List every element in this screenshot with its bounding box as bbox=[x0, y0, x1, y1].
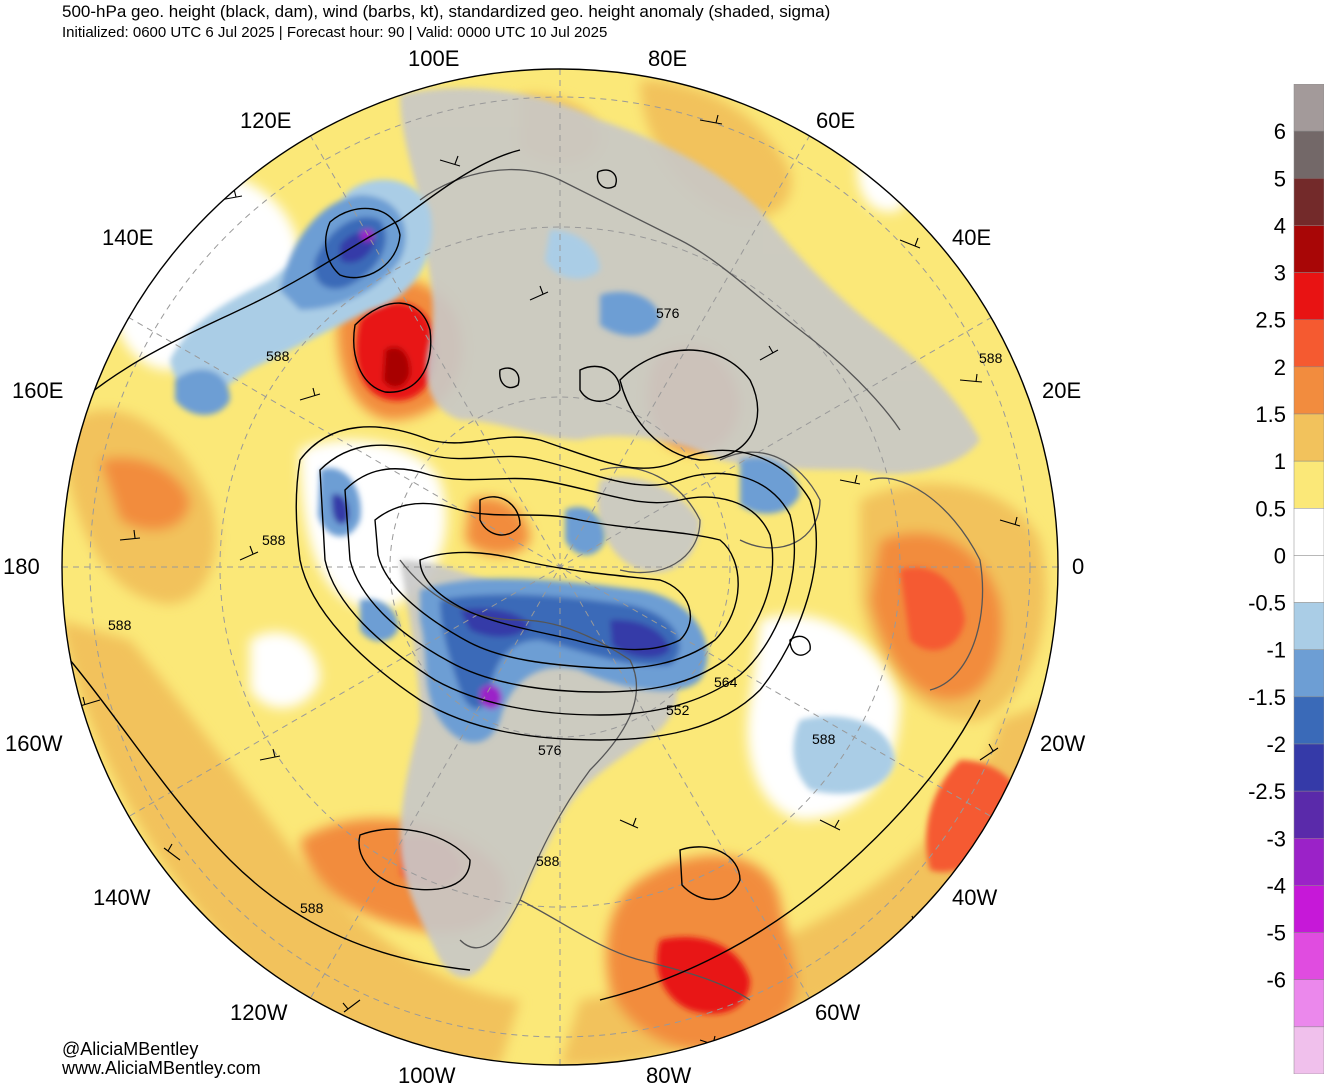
colorbar-tick-label: -2.5 bbox=[1248, 779, 1286, 804]
longitude-label: 160E bbox=[12, 378, 64, 403]
colorbar-swatch bbox=[1293, 413, 1324, 462]
colorbar-tick-label: 1 bbox=[1274, 449, 1286, 474]
credits: @AliciaMBentley www.AliciaMBentley.com bbox=[62, 1040, 261, 1078]
colorbar-tick-label: -1.5 bbox=[1248, 685, 1286, 710]
colorbar-swatches bbox=[1293, 84, 1324, 1074]
coastlines bbox=[399, 169, 984, 1001]
colorbar-tick-label: 5 bbox=[1274, 166, 1286, 191]
height-contours bbox=[62, 149, 981, 1001]
longitude-label: 140E bbox=[102, 225, 154, 250]
contour-label: 552 bbox=[666, 702, 690, 718]
colorbar-swatch bbox=[1293, 319, 1324, 368]
colorbar-swatch bbox=[1293, 838, 1324, 886]
graticule bbox=[62, 69, 1058, 1065]
colorbar-swatch bbox=[1293, 979, 1324, 1028]
longitude-label: 40E bbox=[952, 225, 992, 250]
longitude-label: 0 bbox=[1072, 554, 1085, 579]
colorbar-tick-label: -3 bbox=[1266, 826, 1286, 851]
colorbar-tick-label: 0 bbox=[1274, 543, 1286, 568]
colorbar-tick-label: 3 bbox=[1274, 261, 1286, 286]
colorbar-swatch bbox=[1293, 602, 1324, 650]
colorbar-tick-label: 2.5 bbox=[1255, 308, 1286, 333]
colorbar-swatch bbox=[1293, 932, 1324, 980]
longitude-label: 160W bbox=[5, 731, 63, 756]
contour-label-group: 576 588 588 588 588 588 564 552 576 588 … bbox=[108, 305, 1003, 916]
map-disk bbox=[62, 69, 1058, 1065]
colorbar-swatch bbox=[1293, 696, 1324, 745]
colorbar: 6 5 4 3 2.5 2 1.5 1 0.5 0 -0.5 -1 -1.5 -2 -2.5 -3 -4 -5 -6 bbox=[1248, 84, 1324, 1074]
colorbar-swatch bbox=[1293, 743, 1324, 792]
map-subtitle: Initialized: 0600 UTC 6 Jul 2025 | Forec… bbox=[62, 24, 608, 41]
longitude-label: 40W bbox=[952, 885, 998, 910]
contour-label: 588 bbox=[262, 532, 286, 548]
colorbar-tick-label: 0.5 bbox=[1255, 496, 1286, 521]
map-border bbox=[61, 68, 1059, 1066]
contour-label: 588 bbox=[979, 350, 1003, 366]
colorbar-tick-label: -5 bbox=[1266, 921, 1286, 946]
colorbar-swatch bbox=[1293, 555, 1324, 603]
colorbar-tick-label: 1.5 bbox=[1255, 402, 1286, 427]
contour-label: 588 bbox=[536, 853, 560, 869]
contour-label: 588 bbox=[108, 617, 132, 633]
colorbar-tick-label: -6 bbox=[1266, 968, 1286, 993]
colorbar-swatch bbox=[1293, 885, 1324, 933]
colorbar-swatch bbox=[1293, 84, 1324, 132]
longitude-label: 60W bbox=[815, 1000, 861, 1025]
longitude-label: 120W bbox=[230, 1000, 288, 1025]
contour-label: 576 bbox=[538, 742, 562, 758]
colorbar-tick-label: -2 bbox=[1266, 732, 1286, 757]
longitude-label: 180 bbox=[3, 554, 40, 579]
colorbar-tick-label: 2 bbox=[1274, 355, 1286, 380]
longitude-label: 120E bbox=[240, 108, 292, 133]
colorbar-swatch bbox=[1293, 790, 1324, 839]
colorbar-swatch bbox=[1293, 225, 1324, 273]
longitude-label: 80E bbox=[648, 46, 688, 71]
longitude-label: 100E bbox=[408, 46, 460, 71]
longitude-label: 80W bbox=[646, 1063, 692, 1088]
credits-handle: @AliciaMBentley bbox=[62, 1039, 199, 1059]
colorbar-tick-label: -1 bbox=[1266, 638, 1286, 663]
colorbar-swatch bbox=[1293, 460, 1324, 509]
colorbar-swatch bbox=[1293, 178, 1324, 226]
contour-label: 588 bbox=[266, 348, 290, 364]
longitude-label: 60E bbox=[816, 108, 856, 133]
credits-website: www.AliciaMBentley.com bbox=[62, 1058, 261, 1078]
colorbar-swatch bbox=[1293, 366, 1324, 415]
colorbar-tick-label: -4 bbox=[1266, 873, 1286, 898]
longitude-label: 100W bbox=[398, 1063, 456, 1088]
colorbar-tick-label: -0.5 bbox=[1248, 591, 1286, 616]
colorbar-ticks: 6 5 4 3 2.5 2 1.5 1 0.5 0 -0.5 -1 -1.5 -2 -2.5 -3 -4 -5 -6 bbox=[1248, 119, 1286, 993]
colorbar-swatch bbox=[1293, 1026, 1324, 1074]
colorbar-swatch bbox=[1293, 272, 1324, 320]
longitude-label: 20E bbox=[1042, 378, 1082, 403]
colorbar-swatch bbox=[1293, 508, 1324, 556]
contour-label: 588 bbox=[812, 731, 836, 747]
colorbar-swatch bbox=[1293, 130, 1324, 179]
contour-label: 564 bbox=[714, 674, 738, 690]
colorbar-tick-label: 6 bbox=[1274, 119, 1286, 144]
contour-label: 588 bbox=[300, 900, 324, 916]
colorbar-tick-label: 4 bbox=[1274, 213, 1286, 238]
longitude-label: 20W bbox=[1040, 731, 1086, 756]
longitude-label: 140W bbox=[93, 885, 151, 910]
colorbar-swatch bbox=[1293, 649, 1324, 698]
contour-label: 576 bbox=[656, 305, 680, 321]
map-title: 500-hPa geo. height (black, dam), wind (… bbox=[62, 2, 831, 21]
